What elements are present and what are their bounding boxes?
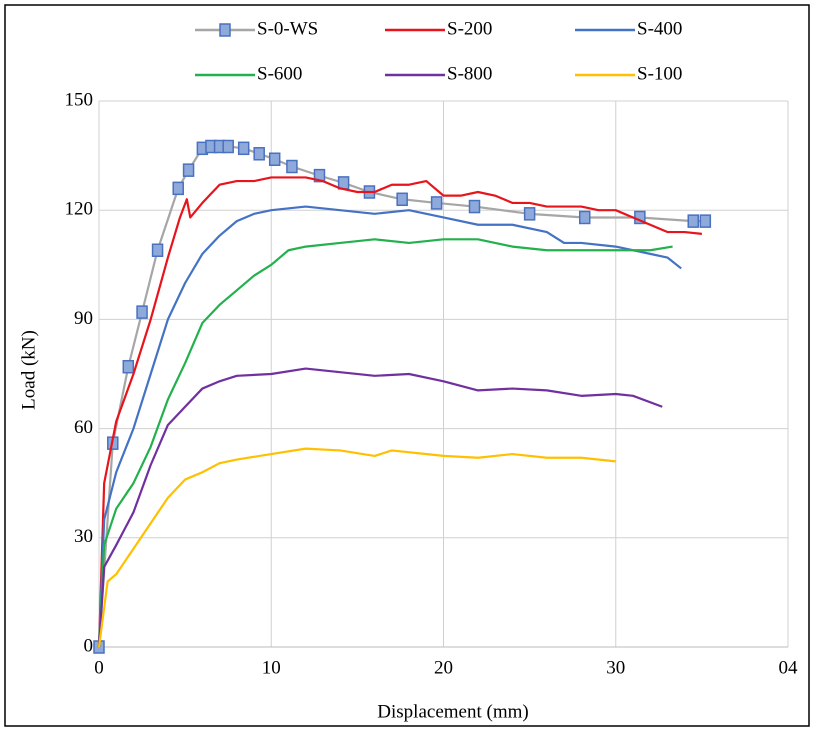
frame [4, 4, 810, 727]
point-marker [468, 199, 481, 214]
point-marker [687, 214, 700, 228]
legend-label: S-200 [447, 18, 492, 39]
y-tick-label: 90 [74, 308, 93, 329]
legend-label: S-800 [447, 63, 492, 84]
y-tick-label: 0 [84, 635, 94, 656]
point-marker [337, 176, 350, 190]
point-marker [122, 359, 135, 374]
series-line [97, 176, 702, 648]
x-tick-label: 20 [434, 657, 453, 678]
series-line [97, 367, 663, 648]
point-marker [268, 152, 281, 166]
x-tick-label: 30 [606, 657, 625, 678]
point-marker [523, 207, 536, 221]
point-marker [430, 196, 443, 210]
point-marker [253, 147, 265, 161]
y-tick-label: 150 [65, 89, 94, 110]
series-line [97, 447, 616, 648]
series-line [97, 238, 673, 648]
x-tick-label: 10 [262, 657, 281, 678]
legend-label: S-400 [637, 18, 682, 39]
y-axis-label: Load (kN) [18, 330, 39, 410]
legend-marker [219, 23, 231, 37]
legend-label: S-600 [257, 63, 302, 84]
point-marker [151, 243, 164, 257]
point-marker [222, 139, 234, 154]
point-marker [237, 141, 250, 156]
y-tick-label: 30 [74, 526, 93, 547]
x-axis-label: Displacement (mm) [377, 701, 528, 722]
point-marker [286, 159, 298, 174]
y-tick-label: 120 [65, 199, 94, 220]
point-marker [136, 305, 148, 319]
series-line [97, 145, 706, 648]
point-marker [182, 163, 195, 177]
point-marker [172, 181, 184, 196]
legend-label: S-0-WS [257, 18, 318, 39]
point-marker [699, 214, 712, 228]
point-marker [396, 192, 408, 207]
point-marker [313, 168, 326, 183]
x-tick-label: 04 [779, 657, 799, 678]
series-line [97, 205, 682, 648]
x-tick-label: 0 [94, 657, 104, 678]
y-tick-label: 60 [74, 417, 93, 438]
point-marker [578, 210, 591, 225]
legend-label: S-100 [637, 63, 682, 84]
